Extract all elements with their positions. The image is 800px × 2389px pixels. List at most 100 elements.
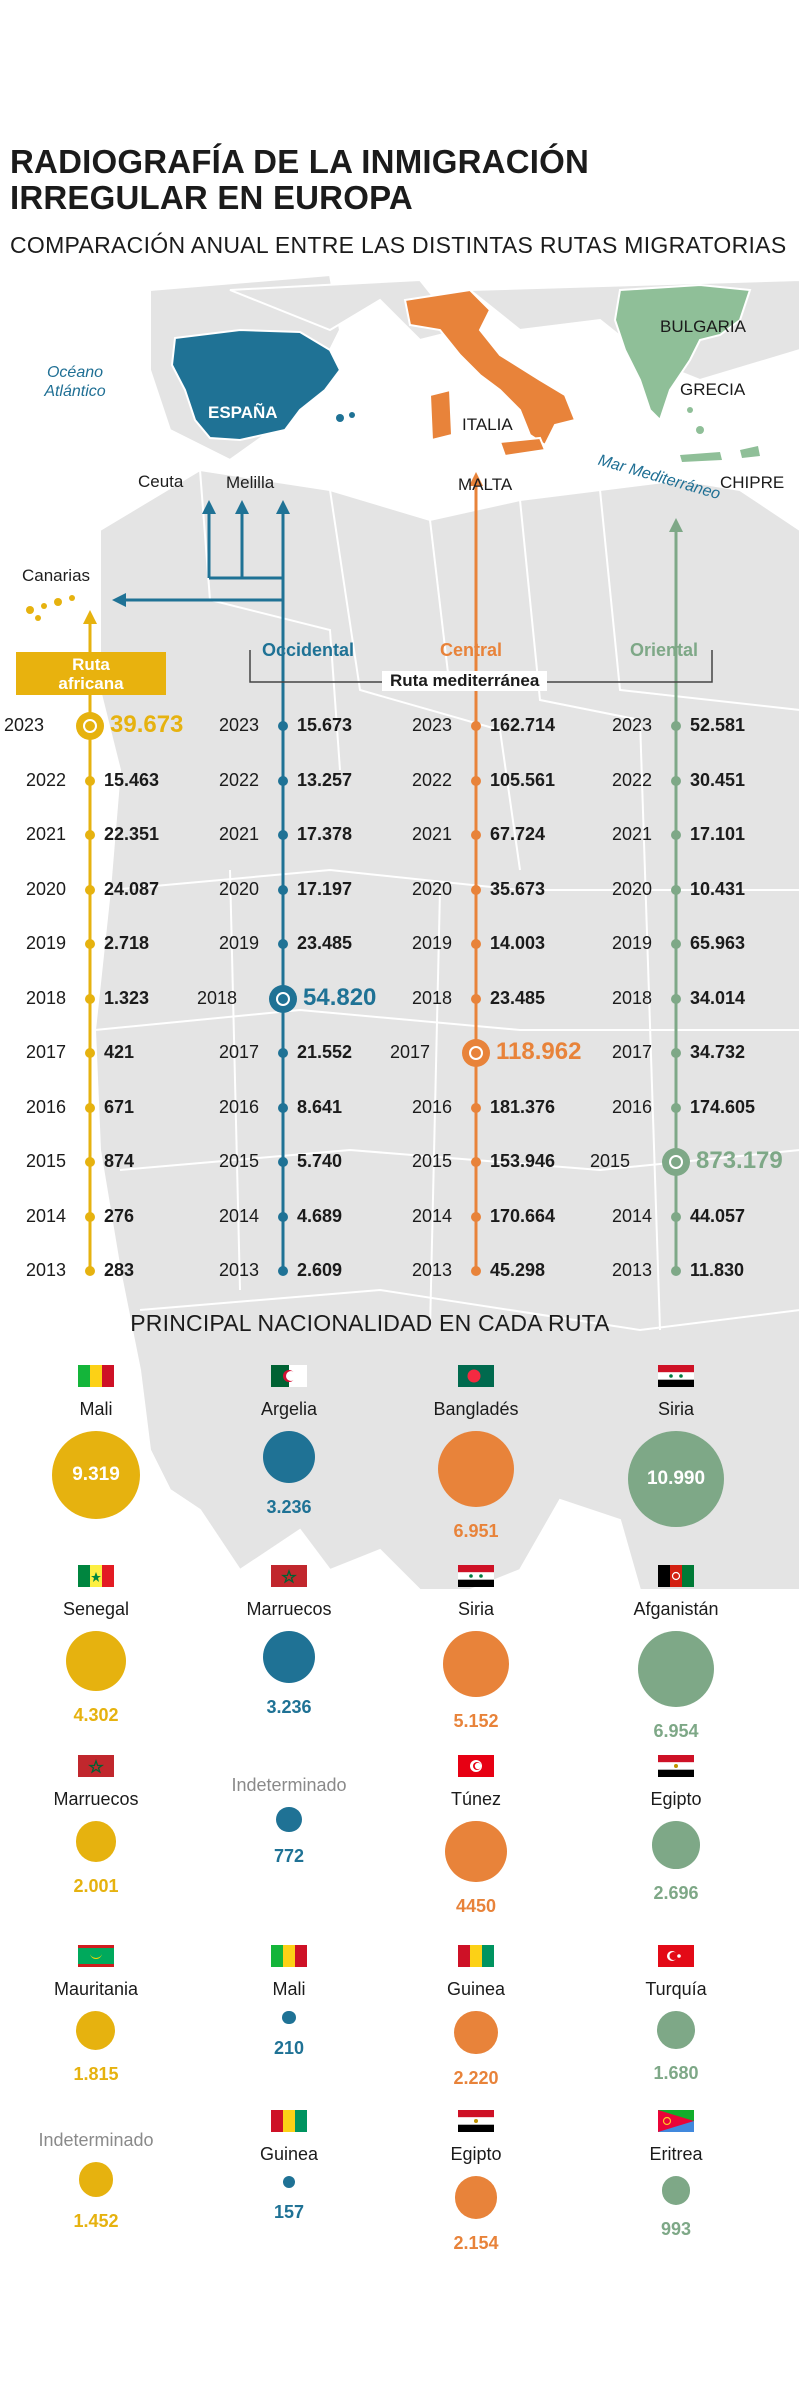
year-label: 2016 <box>411 1096 452 1117</box>
page-subtitle: COMPARACIÓN ANUAL ENTRE LAS DISTINTAS RU… <box>10 232 787 258</box>
data-point <box>85 884 95 895</box>
nationality-bubble <box>437 1431 515 1508</box>
data-label: 54.820 <box>303 983 377 1011</box>
data-point <box>278 939 288 949</box>
label-bulgaria: BULGARIA <box>660 317 746 336</box>
egipto-flag-icon <box>458 2110 494 2132</box>
label-canarias: Canarias <box>22 566 91 585</box>
data-point <box>671 993 681 1004</box>
year-label: 2020 <box>611 878 652 899</box>
data-label: 874 <box>104 1151 135 1171</box>
nationality-name: Indeterminado <box>231 1775 347 1795</box>
data-label: 67.724 <box>490 824 546 844</box>
canary-islands <box>26 595 75 621</box>
year-label: 2013 <box>411 1260 452 1280</box>
nationality-name: Indeterminado <box>38 2130 154 2150</box>
data-point <box>671 939 681 949</box>
year-label: 2018 <box>196 987 237 1008</box>
nationality-name: Bangladés <box>433 1399 519 1419</box>
data-point <box>85 993 95 1004</box>
data-label: 34.732 <box>690 1042 746 1062</box>
data-point <box>471 1102 481 1113</box>
guinea-flag-icon <box>458 1945 494 1967</box>
label-espana: ESPAÑA <box>208 403 278 422</box>
nationality-name: Egipto <box>450 2144 502 2164</box>
data-point <box>278 830 288 840</box>
data-point <box>85 1211 95 1222</box>
route-africana-line-1: Ruta <box>72 655 110 674</box>
data-label: 10.431 <box>690 878 746 899</box>
label-malta: MALTA <box>458 475 513 494</box>
data-point <box>671 884 681 895</box>
marruecos-flag-icon <box>271 1565 307 1587</box>
data-label: 276 <box>104 1205 135 1226</box>
nationality-title: PRINCIPAL NACIONALIDAD EN CADA RUTA <box>130 1310 610 1336</box>
turquia-flag-icon <box>658 1945 694 1967</box>
data-point <box>278 1266 288 1276</box>
nationality-value: 6.951 <box>453 1521 499 1542</box>
tunez-flag-icon <box>458 1755 494 1777</box>
max-point-marker <box>662 1148 690 1176</box>
nationality-name: Mali <box>79 1399 113 1419</box>
year-label: 2019 <box>611 933 652 953</box>
nationality-value: 3.236 <box>266 1497 312 1518</box>
guinea-flag-icon <box>271 2110 307 2132</box>
data-point <box>85 775 95 786</box>
label-atlantico: Océano Atlántico <box>30 363 120 401</box>
data-point <box>471 993 481 1004</box>
nationality-value: 1.452 <box>73 2210 119 2231</box>
data-point <box>85 1266 95 1276</box>
data-label: 118.962 <box>496 1038 582 1065</box>
data-label: 22.351 <box>104 824 160 844</box>
route-mediterranea-label: Ruta mediterránea <box>382 671 548 691</box>
year-label: 2021 <box>25 824 66 844</box>
nationality-bubble <box>454 2176 498 2219</box>
siria-flag-icon <box>658 1365 694 1387</box>
data-label: 14.003 <box>490 933 546 953</box>
data-point <box>671 1102 681 1113</box>
nationality-value: 2.220 <box>453 2068 499 2089</box>
data-label: 35.673 <box>490 878 546 899</box>
nationality-name: Mali <box>272 1979 306 1999</box>
atlantico-line-1: Océano <box>46 364 104 381</box>
route-oriental-label: Oriental <box>630 640 699 660</box>
nationality-value: 210 <box>273 2038 305 2059</box>
year-label: 2016 <box>611 1096 652 1117</box>
marruecos-flag-icon <box>78 1755 114 1777</box>
year-label: 2018 <box>25 987 66 1008</box>
year-label: 2023 <box>611 715 652 735</box>
nationality-bubble <box>443 1631 509 1697</box>
year-label: 2018 <box>611 987 652 1008</box>
nationality-bubble <box>637 1631 715 1708</box>
nationality-bubble <box>282 2011 296 2025</box>
data-point <box>471 830 481 840</box>
year-label: 2014 <box>25 1205 66 1226</box>
year-label: 2019 <box>411 933 452 953</box>
data-point <box>471 721 481 731</box>
data-point <box>671 775 681 786</box>
nationality-bubble <box>652 1821 700 1869</box>
nationality-name: Siria <box>457 1599 494 1619</box>
data-label: 15.463 <box>104 769 160 790</box>
year-label: 2022 <box>218 769 259 790</box>
route-africana-line-2: africana <box>58 674 124 693</box>
max-point-marker <box>76 712 104 740</box>
nationality-value: 772 <box>273 1846 305 1867</box>
data-point <box>85 1157 95 1167</box>
nationality-name: Mauritania <box>53 1979 139 1999</box>
year-label: 2014 <box>411 1205 452 1226</box>
nationality-value: 2.001 <box>73 1875 119 1896</box>
data-point <box>278 1157 288 1167</box>
nationality-name: Egipto <box>650 1789 702 1809</box>
year-label: 2013 <box>611 1260 652 1280</box>
data-label: 30.451 <box>690 769 746 790</box>
label-ceuta: Ceuta <box>138 472 184 491</box>
data-label: 2.718 <box>104 933 150 953</box>
nationality-value: 2.154 <box>453 2232 499 2253</box>
data-point <box>671 1266 681 1276</box>
data-label: 13.257 <box>297 769 353 790</box>
mali-flag-icon <box>271 1945 307 1967</box>
data-label: 17.378 <box>297 824 353 844</box>
max-point-marker <box>462 1039 490 1067</box>
italy-shape <box>403 288 577 447</box>
